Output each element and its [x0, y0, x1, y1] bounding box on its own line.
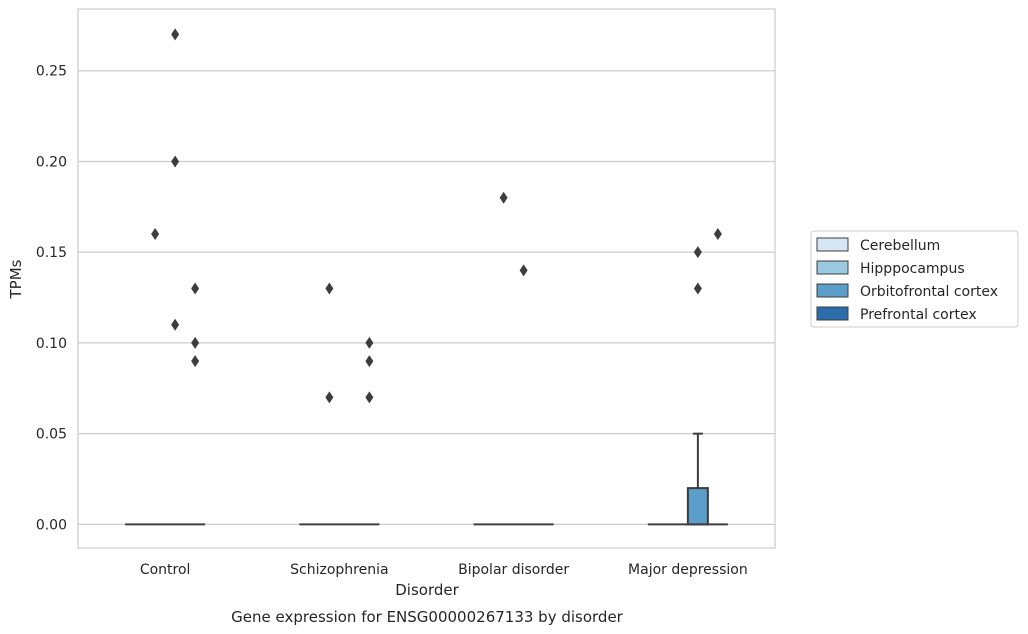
plot-area-frame [77, 8, 776, 549]
legend-swatch [816, 306, 849, 321]
outlier-point [325, 391, 334, 404]
legend-swatch [816, 283, 849, 298]
y-tick-label: 0.25 [36, 64, 67, 80]
outlier-point [693, 246, 702, 259]
outlier-point [693, 282, 702, 295]
x-tick-label: Bipolar disorder [458, 562, 569, 578]
x-tick-label: Control [140, 562, 191, 578]
y-tick-label: 0.10 [36, 336, 67, 352]
y-tick-label: 0.05 [36, 427, 67, 443]
legend-frame [810, 230, 1019, 328]
y-tick-label: 0.15 [36, 245, 67, 261]
outlier-point [499, 191, 508, 204]
y-tick-label: 0.00 [36, 517, 67, 533]
outlier-points [151, 28, 722, 404]
outlier-point [171, 28, 180, 41]
outlier-point [365, 355, 374, 368]
legend-label: Cerebellum [860, 238, 940, 254]
outlier-point [519, 264, 528, 277]
outlier-point [151, 228, 160, 241]
outlier-point [365, 391, 374, 404]
outlier-point [325, 282, 334, 295]
outlier-point [191, 336, 200, 349]
x-axis-label: Disorder [395, 581, 459, 599]
outlier-point [365, 336, 374, 349]
y-tick-label: 0.20 [36, 154, 67, 170]
chart-title: Gene expression for ENSG00000267133 by d… [231, 608, 624, 626]
x-tick-label: Major depression [628, 562, 748, 578]
box [686, 487, 709, 526]
plot-area-background [78, 9, 775, 548]
x-tick-label: Schizophrenia [290, 562, 388, 578]
outlier-point [171, 318, 180, 331]
outlier-point [191, 355, 200, 368]
outlier-point [713, 228, 722, 241]
legend: Cerebellum Hipppocampus Orbitofrontal cort… [810, 230, 1019, 328]
box-series [125, 432, 728, 526]
outlier-point [191, 282, 200, 295]
legend-swatch [816, 237, 849, 252]
outlier-point [171, 155, 180, 168]
legend-label: Prefrontal cortex [860, 307, 977, 323]
y-tick-labels: 0.00 0.05 0.10 0.15 0.20 0.25 [36, 64, 67, 534]
legend-label: Orbitofrontal cortex [860, 284, 998, 300]
y-axis-label: TPMs [7, 259, 25, 299]
x-tick-labels: Control Schizophrenia Bipolar disorder Majo… [140, 562, 748, 578]
legend-swatch [816, 260, 849, 275]
legend-label: Hipppocampus [860, 261, 965, 277]
